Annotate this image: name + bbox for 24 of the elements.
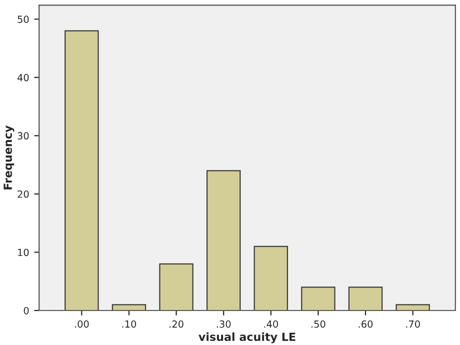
x-tick-label: .30	[216, 320, 231, 328]
bar	[254, 246, 288, 310]
bar	[206, 170, 241, 310]
x-tick-label: .70	[406, 320, 420, 328]
y-tick-label: 30	[18, 132, 29, 140]
y-tick-label: 50	[18, 16, 29, 23]
x-axis-title: visual acuity LE	[198, 332, 296, 344]
y-tick-label: 20	[18, 190, 29, 198]
x-tick-label: .60	[358, 320, 373, 328]
x-tick-label: .50	[312, 320, 326, 328]
y-axis-title: Frequency	[4, 126, 14, 190]
bar	[396, 304, 430, 310]
x-tick-label: .20	[170, 320, 184, 328]
y-tick-label: 10	[18, 248, 29, 256]
bar	[64, 30, 99, 310]
bar	[301, 286, 336, 310]
y-tick-label: 0	[24, 306, 29, 314]
bar	[159, 263, 194, 310]
x-tick-label: .00	[74, 320, 89, 328]
x-tick-label: .10	[122, 320, 136, 328]
bar	[112, 304, 146, 310]
bar	[348, 286, 383, 310]
x-tick-label: .40	[264, 320, 278, 328]
y-tick-label: 40	[17, 74, 29, 82]
